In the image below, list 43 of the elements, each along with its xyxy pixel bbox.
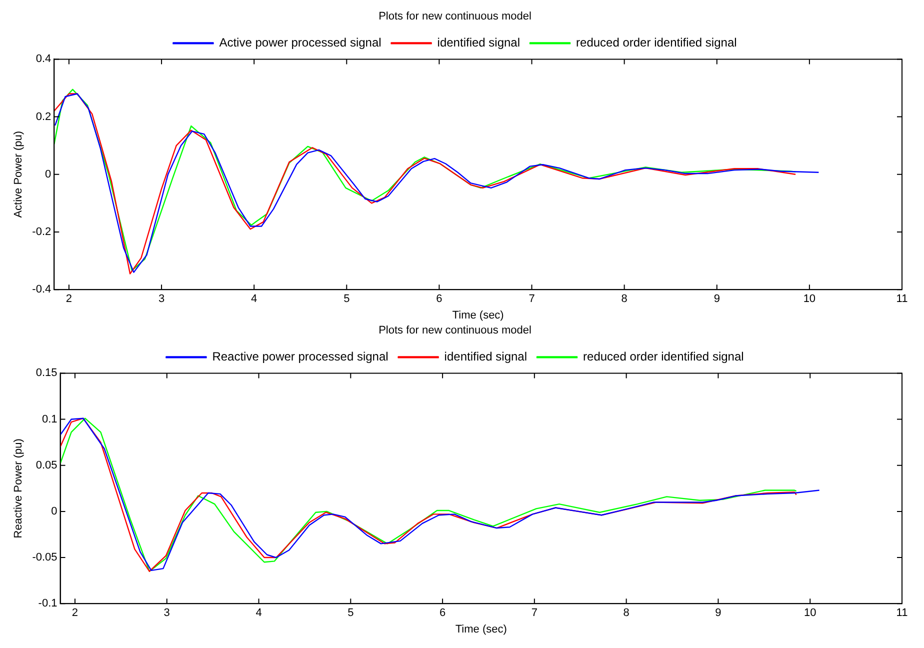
x-tick-label: 7 [531, 607, 538, 620]
x-tick-label: 9 [714, 293, 720, 306]
y-axis-title: Reactive Power (pu) [12, 438, 25, 538]
y-tick-label: 0.15 [36, 367, 58, 380]
x-tick-label: 8 [623, 607, 630, 620]
x-tick-label: 5 [344, 293, 350, 306]
x-tick-label: 2 [66, 293, 72, 306]
legend-label: identified signal [444, 350, 528, 364]
y-tick-label: -0.05 [32, 552, 58, 564]
y-tick-label: -0.1 [38, 598, 58, 610]
x-tick-label: 4 [251, 293, 258, 306]
y-tick-label: 0 [51, 505, 58, 518]
legend-label: Reactive power processed signal [212, 350, 388, 364]
x-tick-label: 4 [256, 607, 262, 620]
x-tick-label: 6 [436, 293, 442, 306]
y-tick-label: 0.4 [36, 53, 52, 66]
chart-title: Plots for new continuous model [378, 324, 532, 337]
x-tick-label: 5 [348, 607, 354, 620]
y-axis-title: Active Power (pu) [12, 130, 25, 218]
legend-label: Active power processed signal [219, 36, 382, 50]
x-tick-label: 11 [896, 607, 908, 620]
x-tick-label: 9 [715, 607, 722, 620]
x-tick-label: 11 [896, 293, 908, 306]
x-axis-title: Time (sec) [455, 623, 507, 636]
legend-label: identified signal [437, 36, 520, 50]
x-tick-label: 6 [439, 607, 446, 620]
chart-title: Plots for new continuous model [378, 10, 532, 23]
legend-label: reduced order identified signal [583, 350, 744, 364]
y-tick-label: 0.2 [36, 110, 52, 123]
y-tick-label: 0 [45, 168, 52, 180]
legend-label: reduced order identified signal [576, 36, 737, 50]
x-axis-title: Time (sec) [452, 309, 504, 322]
y-tick-label: -0.4 [32, 284, 52, 296]
y-tick-label: 0.05 [36, 459, 58, 472]
x-tick-label: 8 [621, 293, 628, 306]
y-tick-label: -0.2 [32, 226, 52, 238]
y-tick-label: 0.1 [42, 413, 58, 426]
x-tick-label: 2 [72, 607, 78, 620]
x-tick-label: 10 [803, 293, 816, 306]
x-tick-label: 7 [528, 293, 535, 306]
x-tick-label: 10 [804, 607, 816, 620]
x-tick-label: 3 [164, 607, 170, 620]
x-tick-label: 3 [158, 293, 165, 306]
